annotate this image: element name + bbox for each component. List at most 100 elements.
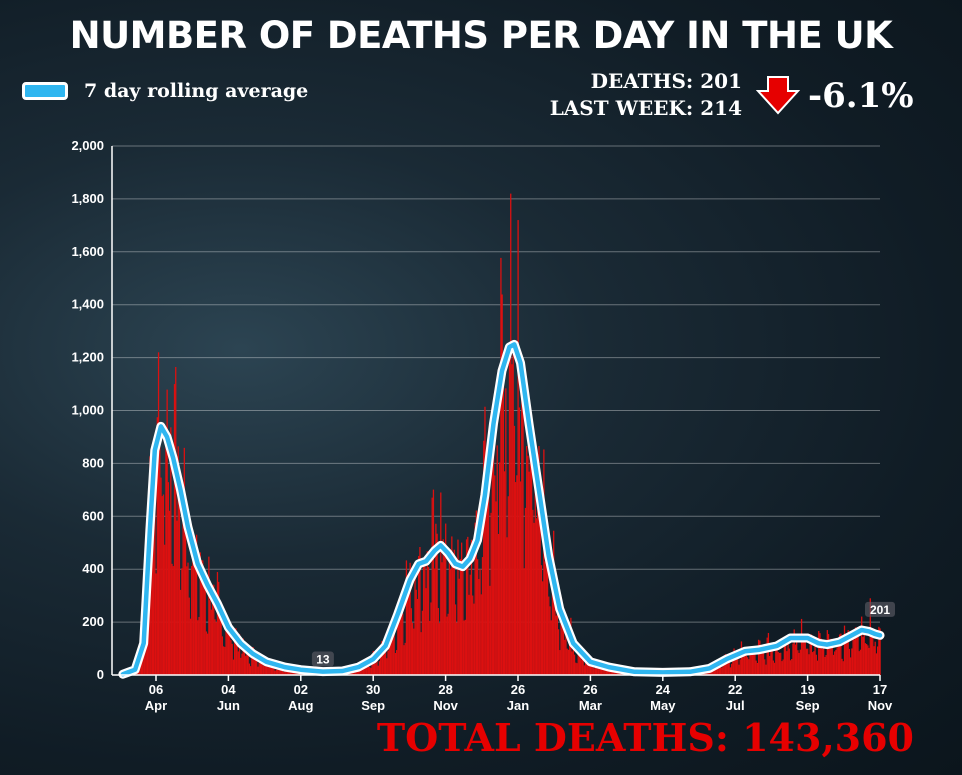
daily-bar [461,542,463,675]
daily-bar [258,663,260,675]
daily-bar [422,563,425,675]
x-tick-day: 26 [583,682,597,697]
daily-bar [256,652,258,675]
daily-bar [248,663,251,675]
daily-bar [820,638,822,675]
daily-bar [549,606,551,675]
daily-bar [232,659,235,675]
daily-bar [766,637,768,675]
daily-bar [524,507,527,675]
daily-bar [357,669,360,675]
daily-bar [420,632,422,675]
daily-bar [777,652,779,675]
daily-bar [500,257,502,675]
daily-bar [744,655,746,675]
annotation-label: 201 [870,603,890,617]
daily-bar [823,643,825,675]
daily-bar [594,663,597,675]
daily-bar [756,662,759,675]
daily-bar [776,646,778,675]
daily-bar [555,615,557,675]
daily-bar [241,653,243,675]
daily-bar [610,671,613,675]
daily-bar [456,622,458,675]
daily-bar [723,657,725,675]
daily-bar [560,614,562,675]
x-tick-month: Apr [145,698,167,713]
daily-bar [487,486,490,675]
daily-bar [529,459,532,675]
daily-bar [853,639,855,675]
daily-bar [387,650,389,675]
daily-bar [183,447,185,675]
daily-bar [778,652,781,675]
daily-bar [162,494,165,675]
daily-bar [262,664,264,675]
daily-bar [753,651,755,675]
daily-bar [268,663,270,675]
daily-bar [862,637,864,675]
daily-bar [220,613,222,675]
daily-bar [551,572,554,675]
daily-bar [803,640,805,675]
daily-bar [771,649,773,675]
daily-bar [464,619,466,675]
change-percent: -6.1% [808,76,914,116]
daily-bar [177,446,179,675]
daily-bar [739,659,741,675]
daily-bar [534,485,536,675]
daily-bar [427,566,430,675]
daily-bar [416,598,419,675]
daily-bar [478,579,480,675]
daily-bar [440,492,442,675]
daily-bar [797,650,799,675]
y-tick-label: 0 [97,667,104,682]
annotations: 13 201 [311,601,895,667]
daily-bar [796,640,798,675]
daily-bar [592,666,594,675]
daily-bar [842,661,844,675]
daily-bar [143,652,145,675]
daily-bar [399,616,401,675]
daily-bar [788,648,790,675]
daily-bar [187,562,189,675]
daily-bar [235,628,237,675]
daily-bar [792,643,794,675]
daily-bar [219,607,221,675]
daily-bar [383,642,385,675]
daily-bar [457,539,459,675]
daily-bar [405,560,408,675]
daily-bar [770,649,772,675]
daily-bar [236,642,238,675]
daily-bar [438,623,441,675]
y-tick-label: 400 [82,561,104,576]
daily-bar [160,477,162,675]
daily-bar [459,559,462,675]
daily-bar [588,657,590,675]
rolling-average-line [118,339,885,679]
daily-bar [257,666,259,675]
daily-bar [418,555,420,675]
daily-bar [161,496,163,675]
daily-bar [508,342,511,675]
y-tick-label: 200 [82,614,104,629]
daily-bar [539,472,541,675]
x-tick-month: Jan [507,698,529,713]
daily-bar [745,647,747,675]
daily-bar [402,613,404,675]
daily-bar [227,625,230,675]
daily-bar [506,537,508,675]
daily-bar [434,568,436,675]
daily-bar [568,626,571,675]
y-tick-label: 1,200 [71,350,104,365]
daily-bar [501,294,503,675]
daily-bar [826,630,828,675]
daily-bar [729,667,732,675]
daily-bar [221,636,224,675]
daily-bar [448,552,451,675]
daily-bar [824,656,826,675]
daily-bar [735,657,738,675]
daily-bar [431,497,433,675]
daily-bar [195,534,198,675]
daily-bar [274,670,276,675]
